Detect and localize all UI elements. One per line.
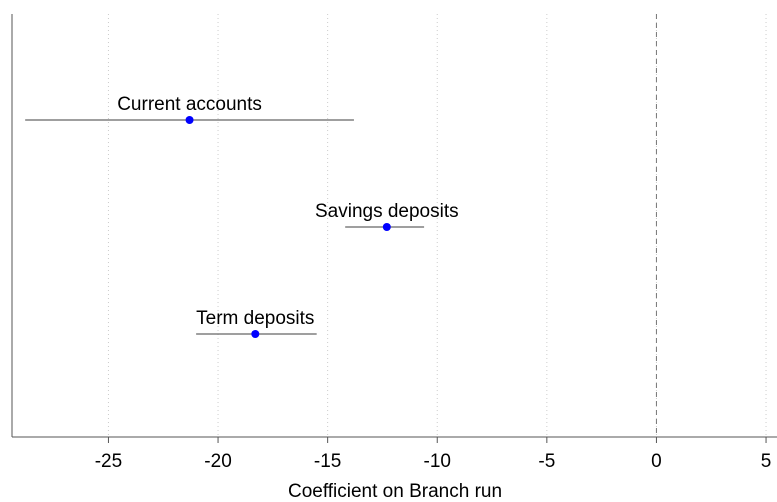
x-tick-label: -25 (95, 451, 122, 472)
x-tick-label: -15 (314, 451, 341, 472)
category-label: Term deposits (196, 308, 314, 329)
point-estimate (382, 223, 391, 231)
x-tick-label: -20 (204, 451, 231, 472)
x-tick-label: 0 (651, 451, 662, 472)
x-axis-label: Coefficient on Branch run (288, 481, 502, 502)
category-label: Current accounts (117, 94, 262, 115)
point-estimate (185, 116, 194, 124)
x-tick-label: -5 (538, 451, 555, 472)
point-estimate (251, 330, 260, 338)
x-tick-label: -10 (424, 451, 451, 472)
category-label: Savings deposits (315, 201, 459, 222)
x-tick-label: 5 (761, 451, 772, 472)
